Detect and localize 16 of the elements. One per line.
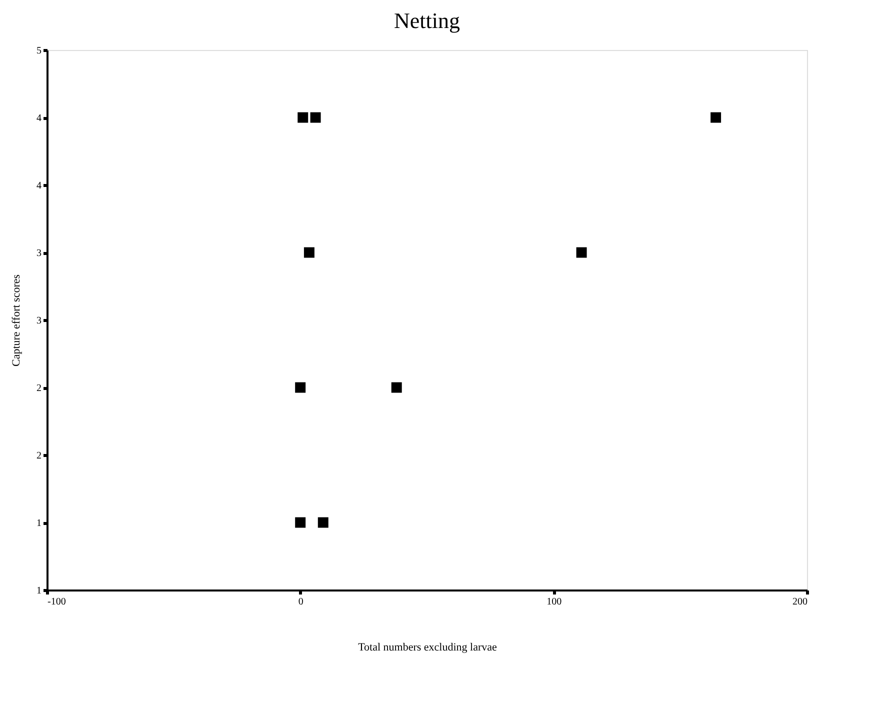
- y-tick-label: 1: [36, 518, 42, 529]
- chart-title: Netting: [394, 8, 460, 33]
- x-tick-label: 100: [546, 596, 562, 608]
- x-tick-label: -100: [48, 596, 66, 608]
- y-tick-label: 2: [36, 450, 42, 462]
- y-tick-label: 4: [36, 113, 42, 124]
- y-axis-title: Capture effort scores: [10, 274, 22, 367]
- x-axis-title: Total numbers excluding larvae: [358, 642, 498, 654]
- y-tick-label: 3: [36, 248, 42, 259]
- x-tick-label: 0: [298, 596, 304, 608]
- x-tick-label: 200: [792, 596, 808, 608]
- y-tick-label: 2: [36, 383, 42, 394]
- y-tick-label: 4: [36, 180, 42, 192]
- y-tick-label: 3: [36, 316, 42, 326]
- y-tick-label: 1: [36, 586, 42, 596]
- y-tick-label: 5: [36, 46, 42, 56]
